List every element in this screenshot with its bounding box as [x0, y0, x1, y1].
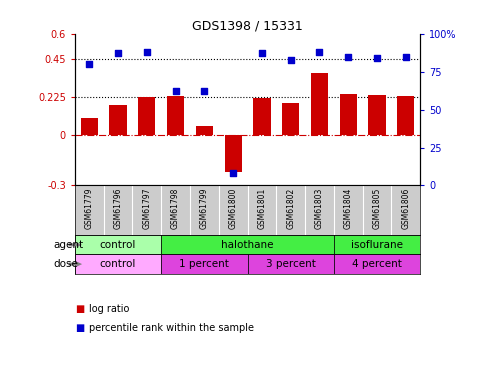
- Bar: [369, 95, 385, 135]
- Text: GSM61806: GSM61806: [401, 188, 411, 230]
- Bar: [81, 118, 98, 135]
- Point: [229, 170, 237, 176]
- Text: GSM61801: GSM61801: [257, 188, 267, 229]
- Text: log ratio: log ratio: [89, 304, 130, 314]
- Point: [143, 49, 151, 55]
- Point: [258, 51, 266, 57]
- Point: [85, 61, 93, 67]
- Text: GSM61779: GSM61779: [85, 188, 94, 230]
- Text: GSM61805: GSM61805: [372, 188, 382, 230]
- Bar: [282, 103, 299, 135]
- Bar: [196, 126, 213, 135]
- Point: [373, 55, 381, 61]
- Text: GSM61800: GSM61800: [228, 188, 238, 230]
- Text: GSM61799: GSM61799: [200, 188, 209, 230]
- Bar: [161, 255, 247, 274]
- Text: halothane: halothane: [221, 240, 274, 250]
- Text: GSM61802: GSM61802: [286, 188, 295, 229]
- Text: GSM61804: GSM61804: [344, 188, 353, 230]
- Bar: [75, 255, 161, 274]
- Point: [287, 57, 295, 63]
- Bar: [247, 255, 334, 274]
- Text: GSM61798: GSM61798: [171, 188, 180, 230]
- Bar: [109, 105, 127, 135]
- Bar: [225, 135, 242, 172]
- Bar: [161, 235, 334, 255]
- Point: [344, 54, 352, 60]
- Text: dose: dose: [53, 259, 78, 269]
- Bar: [75, 235, 161, 255]
- Text: control: control: [100, 259, 136, 269]
- Bar: [253, 98, 270, 135]
- Point: [402, 54, 410, 60]
- Text: GSM61796: GSM61796: [114, 188, 123, 230]
- Text: agent: agent: [53, 240, 83, 250]
- Bar: [397, 96, 414, 135]
- Text: 4 percent: 4 percent: [352, 259, 402, 269]
- Title: GDS1398 / 15331: GDS1398 / 15331: [192, 20, 303, 33]
- Text: 1 percent: 1 percent: [179, 259, 229, 269]
- Bar: [167, 96, 184, 135]
- Bar: [334, 235, 420, 255]
- Text: GSM61797: GSM61797: [142, 188, 151, 230]
- Point: [172, 88, 180, 94]
- Text: 3 percent: 3 percent: [266, 259, 316, 269]
- Point: [114, 51, 122, 57]
- Text: percentile rank within the sample: percentile rank within the sample: [89, 323, 255, 333]
- Text: ■: ■: [75, 323, 84, 333]
- Text: ■: ■: [75, 304, 84, 314]
- Text: GSM61803: GSM61803: [315, 188, 324, 230]
- Bar: [340, 94, 357, 135]
- Point: [315, 49, 323, 55]
- Bar: [334, 255, 420, 274]
- Text: isoflurane: isoflurane: [351, 240, 403, 250]
- Point: [200, 88, 208, 94]
- Bar: [138, 97, 156, 135]
- Text: control: control: [100, 240, 136, 250]
- Bar: [311, 72, 328, 135]
